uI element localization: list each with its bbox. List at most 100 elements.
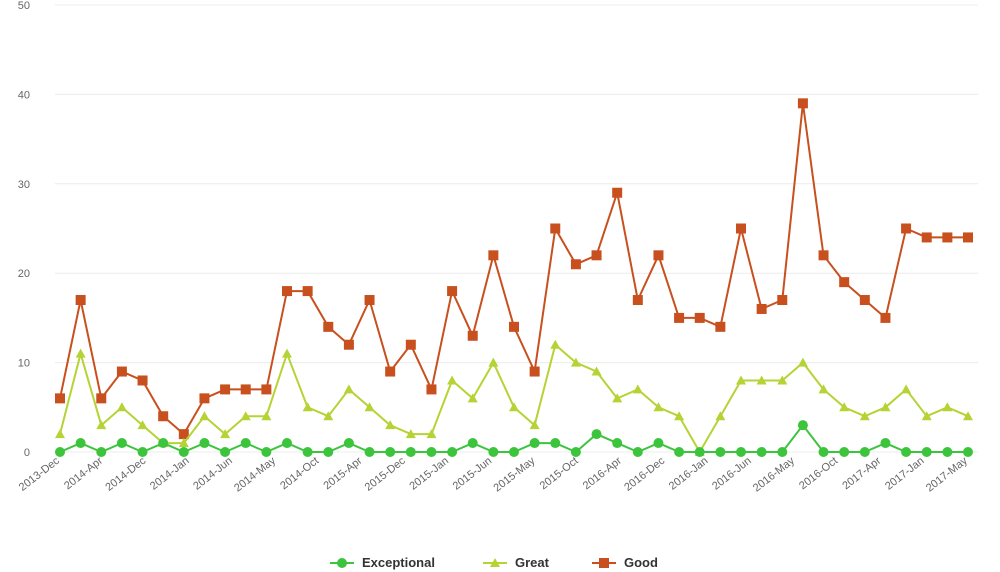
point-good[interactable] xyxy=(323,321,334,332)
point-good[interactable] xyxy=(509,321,519,332)
point-great[interactable] xyxy=(963,411,973,421)
point-exceptional[interactable] xyxy=(591,429,602,440)
point-great[interactable] xyxy=(859,411,870,421)
point-good[interactable] xyxy=(96,393,107,404)
point-great[interactable] xyxy=(385,420,396,430)
point-exceptional[interactable] xyxy=(653,438,664,449)
point-good[interactable] xyxy=(777,295,788,306)
point-good[interactable] xyxy=(199,393,210,404)
point-great[interactable] xyxy=(839,402,850,412)
point-great[interactable] xyxy=(467,393,478,403)
point-good[interactable] xyxy=(158,411,169,422)
point-good[interactable] xyxy=(570,259,581,270)
point-great[interactable] xyxy=(797,357,808,367)
point-great[interactable] xyxy=(261,411,272,421)
point-exceptional[interactable] xyxy=(859,447,870,457)
point-exceptional[interactable] xyxy=(529,438,540,449)
point-exceptional[interactable] xyxy=(694,447,705,457)
point-exceptional[interactable] xyxy=(509,447,519,457)
point-exceptional[interactable] xyxy=(447,447,458,457)
point-exceptional[interactable] xyxy=(736,447,746,457)
point-exceptional[interactable] xyxy=(261,447,272,457)
point-great[interactable] xyxy=(715,411,726,421)
point-good[interactable] xyxy=(385,366,396,377)
point-good[interactable] xyxy=(426,384,437,395)
point-good[interactable] xyxy=(55,393,65,404)
point-great[interactable] xyxy=(632,384,643,394)
point-exceptional[interactable] xyxy=(818,447,829,457)
point-great[interactable] xyxy=(674,411,685,421)
point-exceptional[interactable] xyxy=(632,447,643,457)
point-good[interactable] xyxy=(736,223,746,234)
point-exceptional[interactable] xyxy=(158,438,169,449)
point-great[interactable] xyxy=(405,429,416,439)
point-good[interactable] xyxy=(901,223,912,234)
point-exceptional[interactable] xyxy=(797,420,808,431)
point-good[interactable] xyxy=(75,295,86,306)
point-great[interactable] xyxy=(240,411,251,421)
point-great[interactable] xyxy=(756,375,767,385)
point-great[interactable] xyxy=(116,402,127,412)
point-good[interactable] xyxy=(364,295,375,306)
point-good[interactable] xyxy=(963,232,973,243)
point-great[interactable] xyxy=(901,384,912,394)
point-exceptional[interactable] xyxy=(715,447,726,457)
point-exceptional[interactable] xyxy=(756,447,767,457)
point-good[interactable] xyxy=(612,187,623,198)
point-good[interactable] xyxy=(632,295,643,306)
point-good[interactable] xyxy=(220,384,231,395)
point-good[interactable] xyxy=(116,366,127,377)
point-exceptional[interactable] xyxy=(467,438,478,449)
point-good[interactable] xyxy=(880,312,891,323)
point-exceptional[interactable] xyxy=(488,447,499,457)
point-exceptional[interactable] xyxy=(178,447,189,457)
point-exceptional[interactable] xyxy=(901,447,912,457)
point-great[interactable] xyxy=(364,402,375,412)
point-great[interactable] xyxy=(96,420,107,430)
point-great[interactable] xyxy=(591,366,602,376)
point-good[interactable] xyxy=(137,375,148,386)
point-exceptional[interactable] xyxy=(405,447,416,457)
point-good[interactable] xyxy=(550,223,561,234)
point-good[interactable] xyxy=(921,232,932,243)
point-great[interactable] xyxy=(570,357,581,367)
point-good[interactable] xyxy=(715,321,726,332)
point-great[interactable] xyxy=(509,402,519,412)
point-good[interactable] xyxy=(797,98,808,109)
point-great[interactable] xyxy=(323,411,334,421)
point-good[interactable] xyxy=(178,429,189,440)
point-exceptional[interactable] xyxy=(220,447,231,457)
point-exceptional[interactable] xyxy=(199,438,210,449)
point-great[interactable] xyxy=(137,420,148,430)
point-good[interactable] xyxy=(756,303,767,314)
point-exceptional[interactable] xyxy=(96,447,107,457)
point-exceptional[interactable] xyxy=(880,438,891,449)
point-great[interactable] xyxy=(612,393,623,403)
point-exceptional[interactable] xyxy=(282,438,292,449)
point-exceptional[interactable] xyxy=(612,438,623,449)
point-great[interactable] xyxy=(550,339,561,349)
point-great[interactable] xyxy=(818,384,829,394)
point-good[interactable] xyxy=(653,250,664,261)
point-great[interactable] xyxy=(880,402,891,412)
point-exceptional[interactable] xyxy=(75,438,86,449)
point-good[interactable] xyxy=(488,250,499,261)
point-exceptional[interactable] xyxy=(116,438,127,449)
point-exceptional[interactable] xyxy=(343,438,354,449)
point-exceptional[interactable] xyxy=(570,447,581,457)
point-great[interactable] xyxy=(55,429,65,439)
point-exceptional[interactable] xyxy=(137,447,148,457)
point-great[interactable] xyxy=(178,438,189,448)
point-good[interactable] xyxy=(240,384,251,395)
legend-item-great[interactable]: Great xyxy=(483,555,550,570)
point-exceptional[interactable] xyxy=(839,447,850,457)
point-great[interactable] xyxy=(343,384,354,394)
point-great[interactable] xyxy=(426,429,437,439)
point-exceptional[interactable] xyxy=(302,447,313,457)
point-great[interactable] xyxy=(199,411,210,421)
point-good[interactable] xyxy=(839,277,850,288)
point-great[interactable] xyxy=(777,375,788,385)
point-good[interactable] xyxy=(343,339,354,350)
point-great[interactable] xyxy=(488,357,499,367)
point-exceptional[interactable] xyxy=(55,447,65,457)
